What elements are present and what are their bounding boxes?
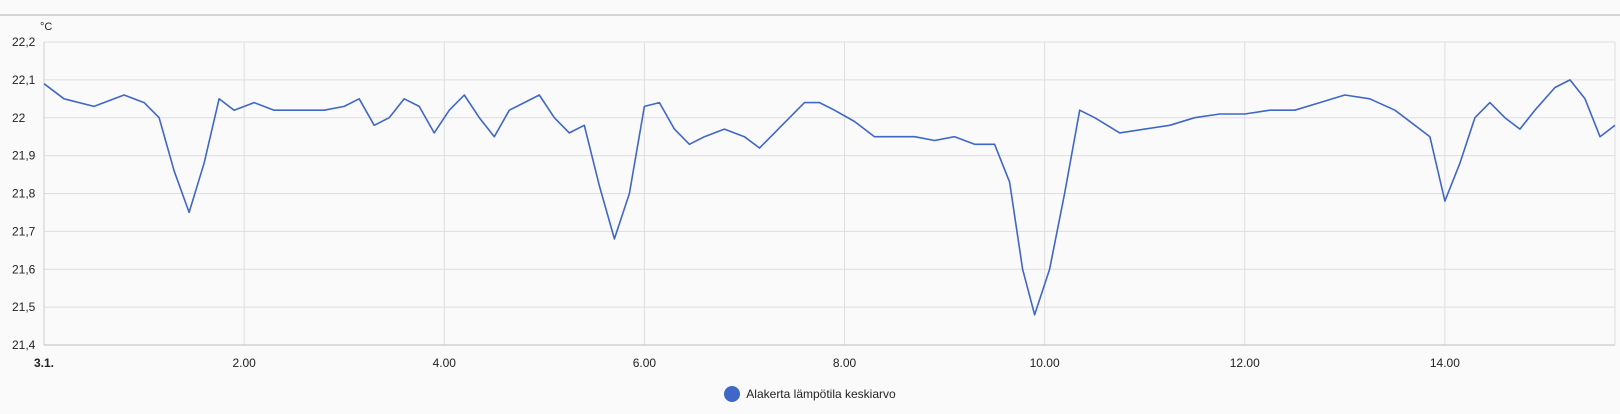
y-tick-label: 22,1	[12, 73, 36, 87]
legend-series-label: Alakerta lämpötila keskiarvo	[746, 387, 896, 401]
legend[interactable]: Alakerta lämpötila keskiarvo	[0, 386, 1620, 402]
x-tick-label: 4.00	[433, 356, 457, 370]
x-tick-label: 2.00	[232, 356, 256, 370]
y-tick-label: 21,8	[12, 187, 36, 201]
grid-lines	[44, 41, 1615, 346]
y-tick-label: 21,6	[12, 262, 36, 276]
axis-lines	[43, 42, 1616, 346]
x-tick-label: 3.1.	[34, 356, 54, 370]
series-line[interactable]	[43, 79, 1616, 316]
line-chart: 22,2 22,1 22 21,9 21,8 21,7 21,6 21,5 21,4 3.1. 2…	[12, 21, 1616, 370]
x-tick-label: 14.00	[1430, 356, 1460, 370]
y-axis-unit-label: °C	[40, 21, 52, 33]
x-tick-label: 10.00	[1030, 356, 1060, 370]
series-lines	[43, 79, 1616, 316]
x-axis-tick-labels: 3.1. 2.00 4.00 6.00 8.00 10.00 12.00 14.00	[34, 356, 1460, 370]
x-tick-label: 6.00	[633, 356, 657, 370]
y-tick-label: 21,7	[12, 224, 36, 238]
legend-swatch-icon	[724, 386, 741, 402]
x-tick-label: 8.00	[833, 356, 857, 370]
top-divider	[0, 14, 1620, 16]
x-tick-label: 12.00	[1230, 356, 1260, 370]
y-tick-label: 22,2	[12, 35, 36, 49]
y-tick-label: 21,9	[12, 149, 36, 163]
y-tick-label: 22	[12, 111, 26, 125]
y-tick-label: 21,4	[12, 338, 36, 352]
y-tick-label: 21,5	[12, 300, 36, 314]
y-axis-tick-labels: 22,2 22,1 22 21,9 21,8 21,7 21,6 21,5 21,4	[12, 35, 36, 352]
